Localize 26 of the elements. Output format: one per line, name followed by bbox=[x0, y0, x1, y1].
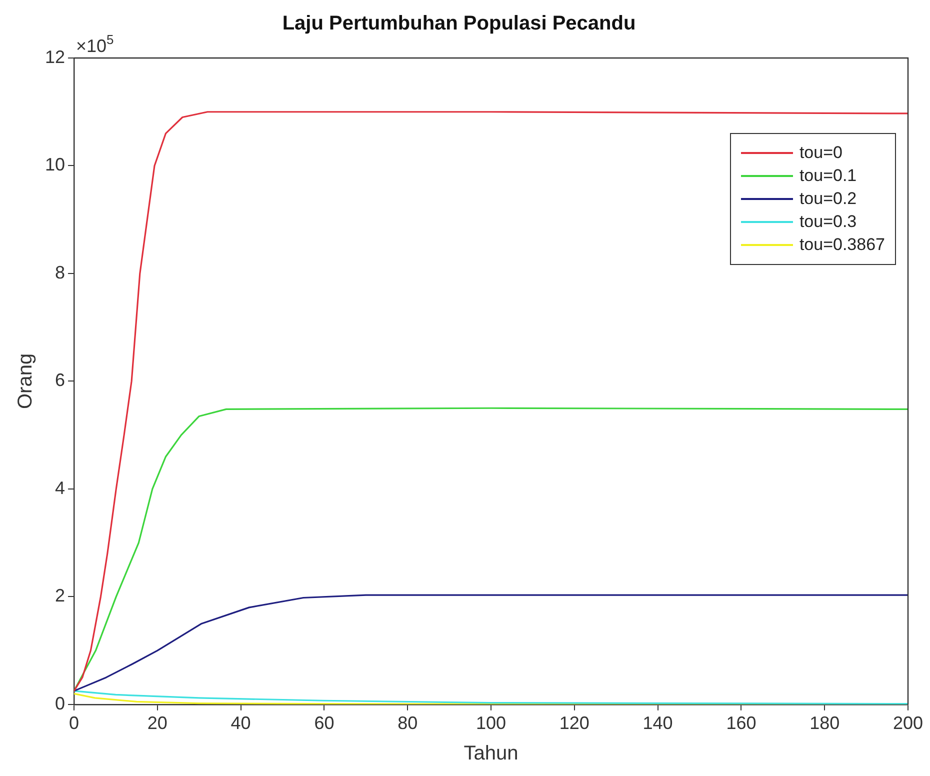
y-tick-label: 6 bbox=[55, 370, 66, 390]
legend-label: tou=0.2 bbox=[799, 189, 857, 210]
y-tick-label: 4 bbox=[55, 478, 66, 498]
legend-label: tou=0.3 bbox=[799, 212, 857, 232]
legend-label: tou=0.3867 bbox=[799, 235, 885, 256]
x-tick-label: 0 bbox=[69, 713, 80, 734]
x-tick-label: 40 bbox=[230, 713, 251, 734]
x-tick-label: 100 bbox=[476, 713, 506, 734]
x-tick-label: 160 bbox=[726, 713, 756, 734]
y-tick-label: 10 bbox=[44, 154, 66, 175]
x-tick-label: 140 bbox=[642, 713, 673, 734]
x-axis-title: Tahun bbox=[464, 742, 518, 765]
x-tick-label: 80 bbox=[398, 713, 418, 734]
x-tick-label: 60 bbox=[314, 713, 334, 734]
legend-label: tou=0.1 bbox=[799, 166, 857, 186]
y-tick-label: 12 bbox=[44, 46, 66, 67]
y-tick-label: 8 bbox=[55, 262, 66, 282]
y-axis-title: Orang bbox=[14, 353, 37, 409]
y-tick-label: 0 bbox=[55, 693, 66, 714]
x-tick-label: 120 bbox=[559, 713, 590, 734]
x-tick-label: 180 bbox=[810, 713, 840, 734]
legend-label: tou=0 bbox=[799, 143, 842, 164]
y-tick-label: 2 bbox=[55, 586, 66, 606]
x-tick-label: 20 bbox=[147, 713, 168, 734]
chart-title: Laju Pertumbuhan Populasi Pecandu bbox=[282, 12, 636, 35]
x-tick-label: 200 bbox=[892, 713, 924, 734]
